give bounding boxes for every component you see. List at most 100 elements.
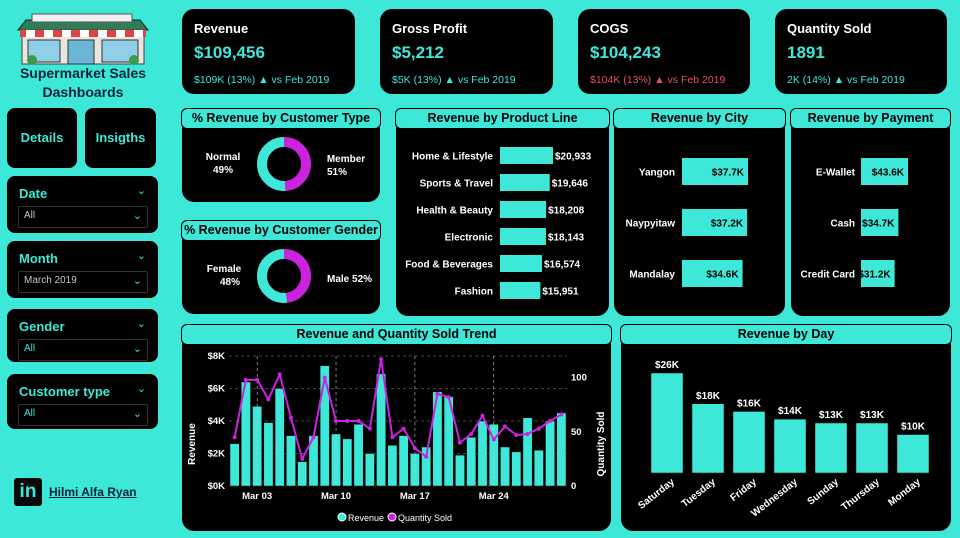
trend-bar	[263, 422, 274, 487]
chevron-down-icon: ⌄	[132, 408, 142, 420]
x-tick-label: Mar 24	[479, 491, 510, 502]
category-label-home-lifestyle: Home & Lifestyle	[412, 152, 494, 163]
chevron-down-icon[interactable]: ⌄	[136, 250, 146, 262]
kpi-card-quantity-sold: Quantity Sold 1891 2K (14%) ▲ vs Feb 201…	[775, 9, 947, 94]
quantity-point	[266, 397, 271, 402]
category-label-health-beauty: Health & Beauty	[416, 206, 493, 217]
svg-text:Male 52%: Male 52%	[327, 274, 372, 285]
kpi-comparison: 2K (14%) ▲ vs Feb 2019	[787, 74, 905, 86]
kpi-delta: 2K (14%)	[787, 74, 831, 86]
up-arrow-icon: ▲	[258, 74, 269, 86]
kpi-title: Revenue	[194, 21, 249, 36]
quantity-point	[491, 437, 496, 442]
bar-yangon	[682, 158, 748, 185]
trend-bar	[466, 437, 477, 487]
author-link[interactable]: Hilmi Alfa Ryan	[49, 485, 137, 499]
x-tick-label: Mar 03	[242, 491, 272, 502]
bar-sunday	[814, 422, 848, 474]
x-tick-label: Mar 10	[321, 491, 351, 502]
data-label-thursday: $13K	[860, 410, 885, 421]
up-arrow-icon: ▲	[833, 74, 845, 86]
up-arrow-icon: ▲	[444, 74, 455, 86]
gender-dropdown[interactable]: All ⌄	[18, 339, 148, 361]
details-button[interactable]: Details	[7, 108, 77, 168]
donut-pct-male: 52%	[352, 274, 372, 285]
kpi-card-cogs: COGS $104,243 $104K (13%) ▲ vs Feb 2019	[578, 9, 750, 94]
date-slicer: Date ⌄ All ⌄	[7, 176, 158, 233]
trend-bar	[533, 450, 544, 487]
bar-credit-card	[861, 260, 895, 287]
y-tick-label: $4K	[208, 416, 226, 427]
kpi-card-revenue: Revenue $109,456 $109K (13%) ▲ vs Feb 20…	[182, 9, 355, 94]
customer-type-slicer: Customer type ⌄ All ⌄	[7, 374, 158, 429]
day-bar-chart: $26K Saturday $18K Tuesday $16K Friday $14K Wed…	[636, 360, 930, 519]
donut-label-member: Member	[327, 154, 365, 165]
data-label-home-lifestyle: $20,933	[555, 152, 592, 163]
trend-bar	[511, 451, 522, 487]
quantity-point	[536, 426, 541, 431]
kpi-value: $104,243	[590, 43, 661, 62]
slicer-value: All	[24, 408, 36, 419]
quantity-point	[311, 435, 316, 440]
category-label-sports-travel: Sports & Travel	[420, 179, 494, 190]
chevron-down-icon[interactable]: ⌄	[136, 318, 146, 330]
quantity-point	[232, 435, 237, 440]
legend-quantity: Quantity Sold	[398, 513, 452, 523]
kpi-comparison: $5K (13%) ▲ vs Feb 2019	[392, 74, 516, 86]
trend-bar	[500, 446, 510, 487]
bar-fashion	[500, 282, 541, 299]
quantity-point	[514, 433, 519, 438]
chevron-down-icon: ⌄	[132, 275, 142, 287]
date-dropdown[interactable]: All ⌄	[18, 206, 148, 228]
month-dropdown[interactable]: March 2019 ⌄	[18, 271, 148, 293]
data-label-food-beverages: $16,574	[544, 260, 581, 271]
data-label-friday: $16K	[737, 398, 762, 409]
kpi-title: Gross Profit	[392, 21, 468, 36]
linkedin-icon[interactable]: in	[14, 478, 42, 506]
customer-type-panel: % Revenue by Customer Type Normal 49% Me…	[181, 108, 381, 202]
bar-wednesday	[773, 418, 807, 474]
quantity-point	[548, 419, 553, 423]
city-bar-chart: Yangon $37.7K Naypyitaw $37.2K Mandalay $34.6…	[626, 158, 748, 287]
panel-title: Revenue by Day	[620, 324, 952, 345]
quantity-point	[525, 432, 530, 436]
chevron-down-icon[interactable]: ⌄	[136, 383, 146, 395]
data-label-health-beauty: $18,208	[548, 206, 585, 217]
insights-button[interactable]: Insigths	[85, 108, 156, 168]
kpi-delta: $104K (13%)	[590, 74, 652, 86]
trend-bar	[522, 417, 533, 487]
product-line-panel: Revenue by Product Line Home & Lifestyle…	[395, 108, 610, 316]
kpi-title: Quantity Sold	[787, 21, 872, 36]
kpi-delta: $5K (13%)	[392, 74, 442, 86]
data-label-saturday: $26K	[655, 360, 680, 371]
quantity-line	[233, 359, 562, 462]
quantity-point	[334, 419, 339, 423]
bar-electronic	[500, 228, 546, 245]
y2-tick-label: 100	[571, 373, 587, 384]
category-label-credit-card: Credit Card	[801, 270, 855, 281]
customer-type-dropdown[interactable]: All ⌄	[18, 404, 148, 426]
category-label-food-beverages: Food & Beverages	[405, 260, 493, 271]
quantity-point	[345, 419, 350, 423]
quantity-point	[457, 440, 462, 445]
quantity-point	[322, 375, 327, 380]
chevron-down-icon[interactable]: ⌄	[136, 185, 146, 197]
category-label-naypyitaw: Naypyitaw	[626, 219, 676, 230]
payment-bar-chart: E-Wallet $43.6K Cash $34.7K Credit Card $31.2…	[801, 158, 908, 287]
chevron-down-icon: ⌄	[132, 210, 142, 222]
slicer-label: Gender	[19, 319, 65, 334]
donut-slice-member	[257, 137, 311, 191]
trend-bar	[387, 445, 398, 487]
panel-title: Revenue by City	[613, 108, 786, 129]
quantity-point	[412, 446, 417, 451]
bar-friday	[732, 411, 766, 474]
panel-title: Revenue by Payment	[790, 108, 951, 129]
panel-title: % Revenue by Customer Type	[181, 108, 381, 129]
data-label-wednesday: $14K	[778, 406, 803, 417]
panel-title: Revenue and Quantity Sold Trend	[181, 324, 612, 345]
category-label-yangon: Yangon	[639, 168, 675, 179]
trend-bar	[556, 412, 567, 487]
data-label-sunday: $13K	[819, 410, 844, 421]
slicer-label: Month	[19, 251, 58, 266]
donut-pct-member: 51%	[327, 167, 347, 178]
